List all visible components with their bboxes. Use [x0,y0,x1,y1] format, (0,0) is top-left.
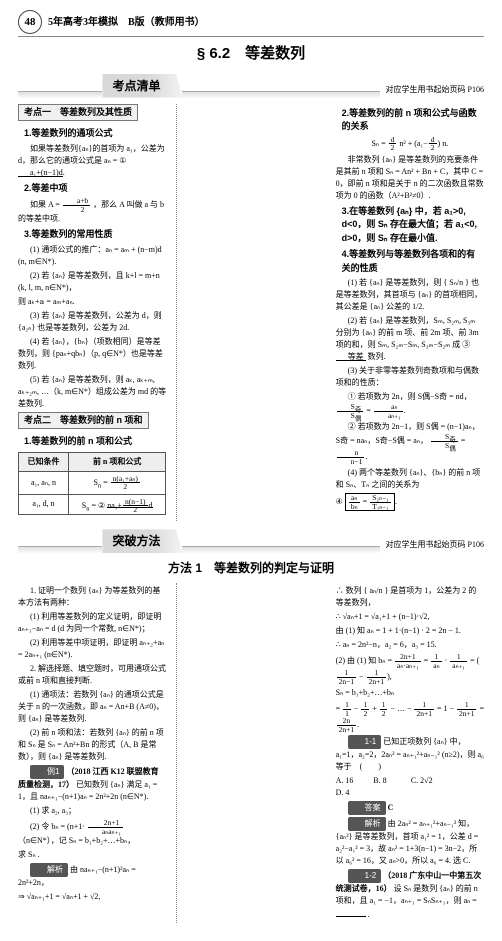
r2-p3: ∴ aₙ = 2n²−n，a₂ = 6，a₃ = 15. [336,639,484,651]
r2-p1: ∴ 数列 { aₙ/n } 是首项为 1，公差为 2 的等差数列， [336,585,484,609]
k2-sub1: 1.等差数列的前 n 项和公式 [24,435,166,449]
tbl-h1: 已知条件 [19,452,69,471]
r-li4: (4) 两个等差数列 {aₙ}、{bₙ} 的前 n 项和 Sₙ、Tₙ 之间的关系… [336,467,484,491]
page-number: 48 [25,14,36,31]
ans: 答案 C [336,801,484,815]
method-left: 1. 证明一个数列 {aₙ} 为等差数列的基本方法有两种： (1) 利用等差数列… [18,583,166,923]
formula-table: 已知条件 前 n 项和公式 a₁, aₙ, n Sn = n(a₁+aₙ)2 a… [18,452,166,516]
r-sub4: 4.等差数列与等差数列各项和的有关的性质 [342,248,484,275]
k1-li1: (1) 通项公式的推广：aₙ = aₘ + (n−m)d (n, m∈N*). [18,244,166,268]
kaodian-columns: 考点一 等差数列及其性质 1.等差数列的通项公式 如果等差数列{aₙ}的首项为 … [18,104,484,522]
r-eq1: Sₙ = d2 n² + (a₁−d2) n. [336,136,484,152]
tbl-h2: 前 n 项和公式 [69,452,166,471]
r-p2: 非常数列 {aₙ} 是等差数列的充要条件是其前 n 项和 Sₙ = An² + … [336,154,484,202]
r2-eq3: Sₙ = b₁+b₂+…+bₙ [336,687,484,699]
k1-li2b: 则 aₖ+aₗ = aₘ+aₙ. [18,296,166,308]
tbl-r1c2: Sn = n(a₁+aₙ)2 [69,471,166,494]
r-li3b: ② 若项数为 2n−1，则 S偶 = (n−1)aₙ，S奇 = naₙ，S奇−S… [336,421,484,465]
k1-sub2: 2.等差中项 [24,182,166,196]
li2-options: A. 16 B. 8 C. 2√2 D. 4 [336,775,484,799]
col-divider-1 [176,104,325,522]
r2-eq4: = 11 − 12 + 12 − … − 12n+1 = 1 − 12n+1 =… [336,701,484,733]
col-divider-2 [176,583,325,923]
m-p2: 2. 解选择题、填空题时，可用通项公式或前 n 项和直接判断. [18,663,166,687]
link-text-2: 对应学生用书起始页码 P106 [386,539,484,553]
page-number-circle: 48 [18,10,42,34]
section-title: § 6.2 等差数列 [18,43,484,66]
jiexi-1: 解析 由 naₙ₊₁−(n+1)²aₙ = 2n²+2n， [18,863,166,889]
left-col: 考点一 等差数列及其性质 1.等差数列的通项公式 如果等差数列{aₙ}的首项为 … [18,104,166,522]
frac-ab2: a+b2 [63,197,90,213]
m-p1a: (1) 利用等差数列的定义证明，即证明 aₙ₊₁−aₙ = d (d 为同一个常… [18,611,166,635]
link-text-1: 对应学生用书起始页码 P106 [386,84,484,98]
li3: 1-2 （2018 广东中山一中第五次统测试卷，16） 设 Sₙ 是数列 {aₙ… [336,869,484,921]
tbl-r2c1: a₁, d, n [19,494,69,515]
m-p2b: (2) 前 n 项和法：若数列 {aₙ} 的前 n 项和 Sₙ 是 Sₙ = A… [18,727,166,763]
kaodian-1-label: 考点一 等差数列及其性质 [18,104,138,122]
r-sub2: 2.等差数列的前 n 项和公式与函数的关系 [342,107,484,134]
blank-3: 等差 [336,351,366,361]
blank-1: a₁+(n−1)d [18,167,63,177]
jiexi-tag: 解析 [30,863,68,877]
method-right: ∴ 数列 { aₙ/n } 是首项为 1，公差为 2 的等差数列， ∴ √aₙ+… [336,583,484,923]
k1-p1: 如果等差数列{aₙ}的首项为 a₁，公差为 d，那么它的通项公式是 aₙ = ①… [18,143,166,179]
li2: 1-1 已知正项数列 {aₙ} 中，a₁=1，a₂=2，2aₙ² = aₙ₊₁²… [336,735,484,773]
k1-li3: (3) 若 {aₙ} 是等差数列，公差为 d，则 {a₂ₙ} 也是等差数列，公差… [18,310,166,334]
kaodian-2-label: 考点二 等差数列的前 n 项和 [18,412,149,430]
r2-p2: ∴ √aₙ+1 = √a₁+1 + (n−1)·√2, [336,611,484,623]
example-1: 例1 （2018 江西 K12 联盟教育质量检测，17） 已知数列 {aₙ} 满… [18,765,166,803]
ex1-q2c: 求 Sₙ . [18,849,166,861]
r-sub3: 3.在等差数列 {aₙ} 中，若 a₁>0, d<0，则 Sₙ 存在最大值；若 … [342,205,484,246]
ex1-q2: (2) 令 bₙ = (n+1· 2n+1aₙaₙ₊₁ （n∈N*），记 Sₙ … [18,819,166,847]
top-title: 5年高考3年模拟 B版（教师用书） [48,15,205,30]
m-p1: 1. 证明一个数列 {aₙ} 为等差数列的基本方法有两种： [18,585,166,609]
ex1-tag: 例1 [30,765,64,779]
k1-li5: (5) 若 {aₙ} 是等差数列，则 aₖ, aₖ₊ₘ, aₖ₊₂ₘ, …（k,… [18,374,166,410]
ex1-q1: (1) 求 a₂, a₃； [18,805,166,817]
k1-sub3: 3.等差数列的常用性质 [24,228,166,242]
banner-tupo: 突破方法 [102,529,182,553]
k1-p2: 如果 A = a+b2 ，那么 A 叫做 a 与 b 的等差中项. [18,197,166,225]
k1-li4: (4) 若 {aₙ}，{bₙ}（项数相同）是等差数列，则 {paₙ+qbₙ}（p… [18,336,166,372]
r2-p2b: 由 (1) 知 aₙ = 1 + 1·(n−1) · 2 = 2n − 1. [336,625,484,637]
banner-row-2: 突破方法 对应学生用书起始页码 P106 [18,529,484,553]
li2-tag: 1-1 [348,735,382,749]
li3-tag: 1-2 [348,869,382,883]
banner-row-1: 考点清单 对应学生用书起始页码 P106 [18,74,484,98]
tbl-r1c1: a₁, aₙ, n [19,471,69,494]
m-p1b: (2) 利用等差中项证明，即证明 aₙ₊₂+aₙ = 2aₙ₊₁ (n∈N*). [18,637,166,661]
blank-end [336,907,366,917]
tbl-r2c2: Sn = ② na₁+n(n−1)2d [69,494,166,515]
k1-sub1: 1.等差数列的通项公式 [24,127,166,141]
k1-li2a: (2) 若 {aₙ} 是等差数列，且 k+l = m+n (k, l, m, n… [18,270,166,294]
r-li3: (3) 关于非零等差数列奇数项和与偶数项和的性质： [336,365,484,389]
jiexi-eq: ⇒ √aₙ₊₁+1 = √aₙ+1 + √2, [18,891,166,903]
m-p2a: (1) 通项法：若数列 {aₙ} 的通项公式是关于 n 的一次函数，即 aₙ =… [18,689,166,725]
r2-p4: (2) 由 (1) 知 bₙ = 2n+1aₙ·aₙ₊₁ = 1aₙ · 1aₙ… [336,653,484,685]
jiexi2: 解析 由 2aₙ² = aₙ₊₁²+aₙ₋₁² 知，{aₙ²} 是等差数列，首项… [336,817,484,867]
method-title: 方法 1 等差数列的判定与证明 [18,559,484,577]
jiexi2-tag: 解析 [348,817,386,831]
top-bar: 48 5年高考3年模拟 B版（教师用书） [18,10,484,37]
ans-tag: 答案 [348,801,386,815]
method-columns: 1. 证明一个数列 {aₙ} 为等差数列的基本方法有两种： (1) 利用等差数列… [18,583,484,923]
r-li1: (1) 若 {aₙ} 是等差数列，则 { Sₙ/n } 也是等差数列，其首项与 … [336,277,484,313]
banner-kaodian: 考点清单 [102,74,182,98]
r-li3a: ① 若项数为 2n，则 S偶−S奇 = nd， S奇S偶 = aₙaₙ₊₁. [336,391,484,419]
r-li4eq: ④ aₙbₙ = S₂ₙ₋₁T₂ₙ₋₁. [336,493,484,511]
page: 48 5年高考3年模拟 B版（教师用书） § 6.2 等差数列 考点清单 对应学… [0,0,502,941]
right-col: 2.等差数列的前 n 项和公式与函数的关系 Sₙ = d2 n² + (a₁−d… [336,104,484,522]
r-li2: (2) 若 {aₙ} 是等差数列，Sₘ, S₂ₘ, S₃ₘ 分别为 {aₙ} 的… [336,315,484,363]
